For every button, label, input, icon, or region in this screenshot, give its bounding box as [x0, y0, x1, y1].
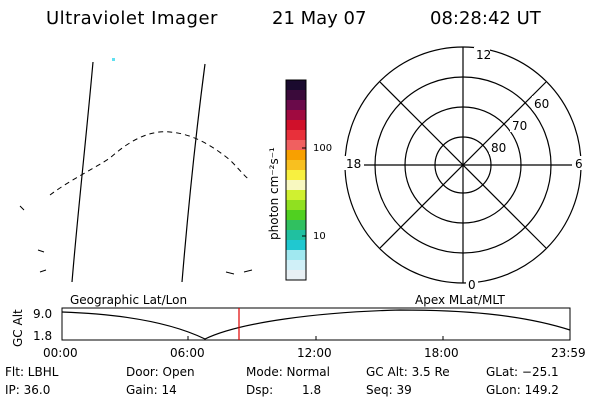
- colorbar-swatch: [286, 120, 306, 131]
- geographic-image-panel: [19, 58, 253, 283]
- info-glat: GLat: −25.1: [486, 365, 559, 379]
- instrument-status: Flt: LBHL Door: Open Mode: Normal GC Alt…: [5, 365, 559, 397]
- colorbar-swatch: [286, 160, 306, 171]
- mlt-label-left: 18: [346, 157, 361, 171]
- colorbar-swatch: [286, 230, 306, 241]
- time-label-0000: 00:00: [43, 346, 78, 360]
- colorbar-swatch: [286, 240, 306, 251]
- altitude-curve: [61, 309, 571, 340]
- info-seq: Seq: 39: [366, 383, 412, 397]
- intensity-colorbar: [285, 79, 307, 281]
- colorbar-swatch: [286, 90, 306, 101]
- time-label-0600: 06:00: [170, 346, 205, 360]
- info-gain: Gain: 14: [126, 383, 177, 397]
- polar-grid: [344, 46, 582, 284]
- colorbar-frame: [285, 79, 307, 281]
- info-glon: GLon: 149.2: [486, 383, 559, 397]
- colorbar-swatch: [286, 80, 306, 91]
- colorbar-swatch: [286, 170, 306, 181]
- info-ip: IP: 36.0: [5, 383, 50, 397]
- colorbar-swatch: [286, 260, 306, 271]
- colorbar-swatch: [286, 200, 306, 211]
- observation-time: 08:28:42 UT: [430, 8, 541, 29]
- mlt-label-bottom: 0: [468, 278, 476, 292]
- mlt-label-right: 6: [575, 157, 583, 171]
- coastline-fragment: [19, 205, 253, 275]
- mlt-label-top: 12: [476, 48, 491, 62]
- strip-ticks: [187, 336, 444, 340]
- strip-ymin-label: 1.8: [33, 329, 52, 343]
- colorbar-swatch: [286, 210, 306, 221]
- image-speck: [112, 58, 115, 61]
- lat-label-60: 60: [534, 97, 549, 111]
- colorbar-swatch: [286, 270, 306, 281]
- colorbar-swatch: [286, 150, 306, 161]
- meridian-line-2: [181, 63, 206, 283]
- strip-frame: [61, 307, 571, 341]
- colorbar-tick-10: 10: [313, 231, 326, 242]
- info-flt: Flt: LBHL: [5, 365, 59, 379]
- strip-ymax-label: 9.0: [33, 307, 52, 321]
- time-label-2359: 23:59: [551, 346, 586, 360]
- lat-label-70: 70: [512, 119, 527, 133]
- colorbar-unit-label: photon cm⁻²s⁻¹: [267, 147, 281, 240]
- strip-axis-title: GC Alt: [11, 309, 25, 347]
- info-dsp-label: Dsp:: [246, 383, 273, 397]
- info-door: Door: Open: [126, 365, 195, 379]
- colorbar-swatch: [286, 130, 306, 141]
- colorbar-swatch: [286, 250, 306, 261]
- time-label-1800: 18:00: [424, 346, 459, 360]
- orbit-strip-chart: Geographic Lat/Lon Apex MLat/MLT GC Alt …: [11, 293, 586, 360]
- strip-left-caption: Geographic Lat/Lon: [70, 293, 187, 307]
- colorbar-swatch: [286, 220, 306, 231]
- colorbar-swatch: [286, 100, 306, 111]
- observation-date: 21 May 07: [272, 8, 367, 29]
- colorbar-tick-100: 100: [313, 143, 332, 154]
- polar-diagonal-2: [379, 81, 547, 249]
- colorbar-swatch: [286, 180, 306, 191]
- strip-right-caption: Apex MLat/MLT: [415, 293, 505, 307]
- meridian-line-1: [71, 61, 94, 283]
- polar-labels: 12 18 6 0 60 70 80: [344, 47, 586, 292]
- colorbar-swatch: [286, 140, 306, 151]
- time-label-1200: 12:00: [297, 346, 332, 360]
- info-mode: Mode: Normal: [246, 365, 330, 379]
- info-gcalt: GC Alt: 3.5 Re: [366, 365, 450, 379]
- info-dsp-value: 1.8: [302, 383, 321, 397]
- lat-label-80: 80: [491, 141, 506, 155]
- instrument-title: Ultraviolet Imager: [46, 8, 218, 29]
- coastline-dashed: [49, 131, 251, 196]
- colorbar-swatch: [286, 190, 306, 201]
- colorbar-swatch: [286, 110, 306, 121]
